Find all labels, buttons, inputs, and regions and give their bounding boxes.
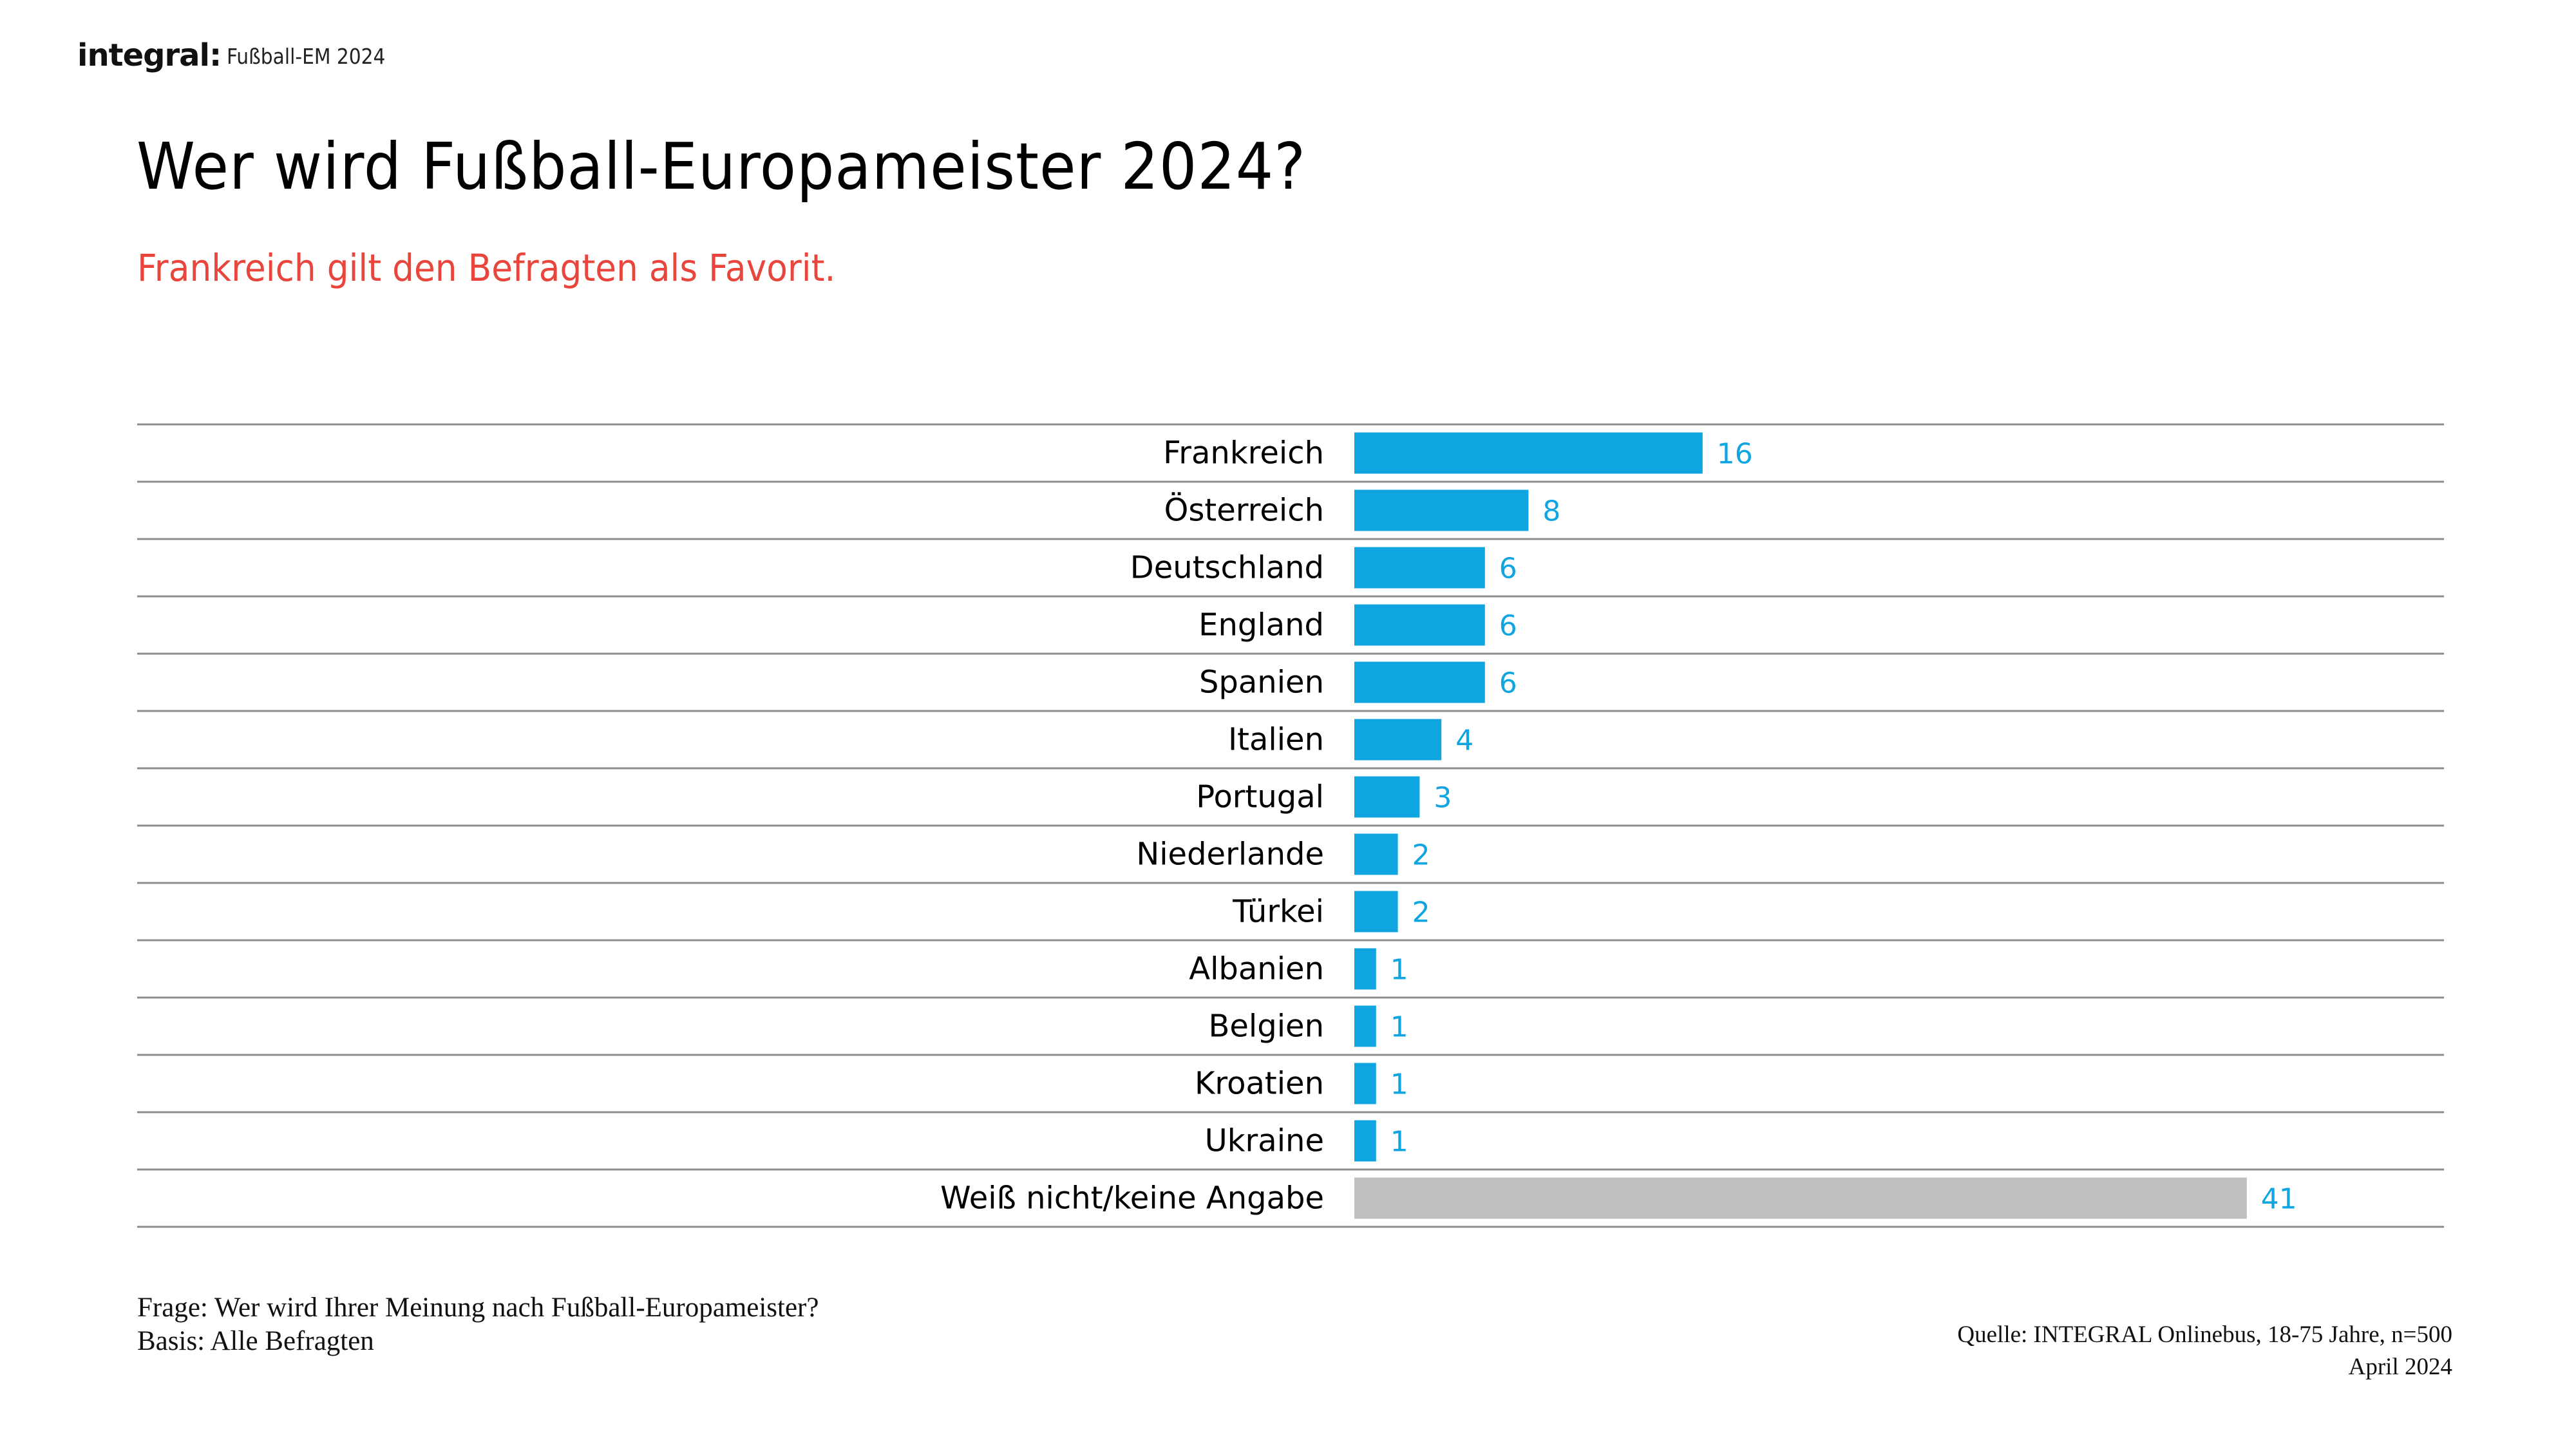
- category-label: Portugal: [1196, 779, 1324, 815]
- value-label: 6: [1499, 667, 1517, 700]
- footer-notes: Frage: Wer wird Ihrer Meinung nach Fußba…: [137, 1291, 819, 1358]
- category-label: Albanien: [1189, 951, 1324, 987]
- value-label: 2: [1412, 896, 1430, 929]
- value-label: 1: [1390, 1068, 1408, 1101]
- bar: [1354, 1063, 1376, 1104]
- value-label: 16: [1717, 438, 1753, 471]
- bar: [1354, 948, 1376, 990]
- value-label: 6: [1499, 553, 1517, 585]
- bar: [1354, 776, 1420, 818]
- category-label: Kroatien: [1195, 1066, 1324, 1102]
- value-label: 1: [1390, 1011, 1408, 1044]
- category-label: Frankreich: [1163, 435, 1324, 471]
- category-label: Türkei: [1232, 894, 1324, 930]
- source-note: Quelle: INTEGRAL Onlinebus, 18-75 Jahre,…: [1957, 1321, 2452, 1348]
- source-notes: Quelle: INTEGRAL Onlinebus, 18-75 Jahre,…: [1957, 1319, 2452, 1383]
- category-label: Weiß nicht/keine Angabe: [940, 1180, 1324, 1217]
- value-label: 41: [2261, 1183, 2297, 1216]
- category-label: Deutschland: [1130, 550, 1324, 586]
- bar: [1354, 432, 1703, 474]
- chart-title: Wer wird Fußball-Europameister 2024?: [137, 129, 1306, 204]
- bar: [1354, 1005, 1376, 1047]
- value-label: 1: [1390, 954, 1408, 987]
- value-label: 1: [1390, 1126, 1408, 1159]
- category-label: Spanien: [1199, 665, 1324, 701]
- bar: [1354, 604, 1485, 646]
- question-note: Frage: Wer wird Ihrer Meinung nach Fußba…: [137, 1293, 819, 1323]
- category-label: Ukraine: [1205, 1123, 1324, 1159]
- category-label: England: [1198, 607, 1324, 643]
- bar: [1354, 1120, 1376, 1162]
- value-label: 4: [1455, 724, 1473, 757]
- chart-subtitle: Frankreich gilt den Befragten als Favori…: [137, 246, 836, 290]
- value-label: 2: [1412, 839, 1430, 872]
- bar: [1354, 719, 1442, 761]
- basis-note: Basis: Alle Befragten: [137, 1326, 374, 1356]
- value-label: 6: [1499, 610, 1517, 643]
- bar: [1354, 661, 1485, 703]
- category-label: Niederlande: [1136, 837, 1324, 873]
- bar: [1354, 891, 1398, 933]
- category-label: Österreich: [1164, 493, 1324, 529]
- integral-logo: integral:: [77, 37, 222, 73]
- value-label: 3: [1434, 782, 1452, 815]
- bar: [1354, 833, 1398, 875]
- category-label: Belgien: [1208, 1009, 1324, 1045]
- value-label: 8: [1542, 495, 1560, 528]
- category-label: Italien: [1228, 722, 1324, 758]
- header-title: Fußball-EM 2024: [227, 44, 386, 69]
- bar: [1354, 547, 1485, 589]
- bar: [1354, 1177, 2247, 1219]
- date-note: April 2024: [2348, 1354, 2452, 1380]
- bar: [1354, 489, 1529, 531]
